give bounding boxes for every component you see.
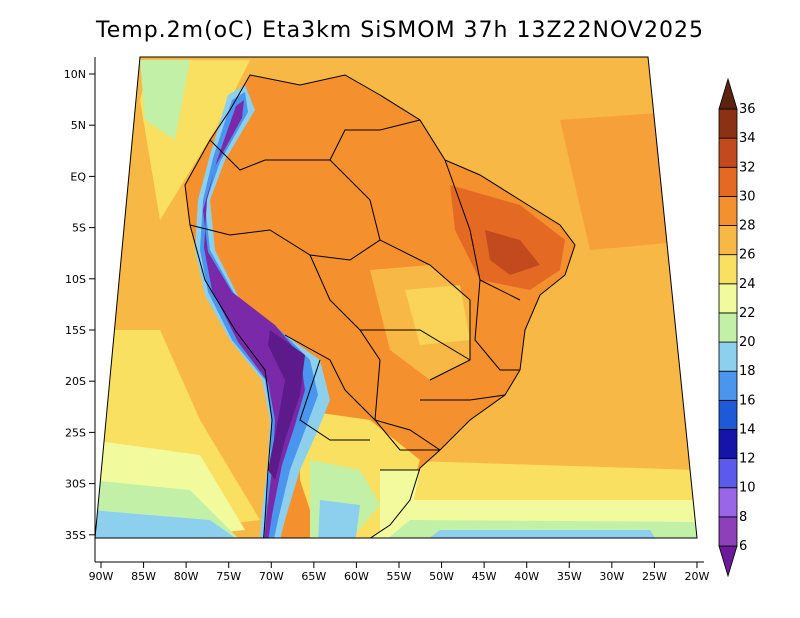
lon-tick-label: 20W xyxy=(685,570,710,583)
latitude-axis: 10N 5N EQ 5S 10S 15S 20S 25S 30S 35S xyxy=(64,68,95,542)
colorbar-label: 6 xyxy=(739,539,747,554)
lat-tick-label: 25S xyxy=(65,426,86,439)
colorbar-block xyxy=(718,312,738,343)
colorbar-block xyxy=(718,370,738,401)
lon-tick-label: 35W xyxy=(557,570,582,583)
lon-tick-label: 60W xyxy=(344,570,369,583)
colorbar-block xyxy=(718,283,738,314)
colorbar-label: 8 xyxy=(739,510,747,525)
colorbar-label: 24 xyxy=(739,277,756,292)
colorbar-label: 16 xyxy=(739,393,756,408)
lon-tick-label: 65W xyxy=(301,570,326,583)
longitude-axis: 90W 85W 80W 75W 70W 65W 60W 55W 50W 45W 40W 35W 30W 2… xyxy=(89,562,710,583)
political-boundaries xyxy=(184,74,576,538)
lon-tick-label: 55W xyxy=(387,570,412,583)
colorbar-block xyxy=(718,166,738,197)
colorbar-label: 22 xyxy=(739,306,756,321)
lat-tick-label: 15S xyxy=(65,324,86,337)
colorbar-min-triangle xyxy=(718,545,738,578)
colorbar-block xyxy=(718,458,738,489)
lat-tick-label: 20S xyxy=(65,375,86,388)
colorbar: 6 8 10 12 14 16 18 20 22 24 26 28 30 32 34 36 xyxy=(718,77,756,578)
lat-tick-label: 5N xyxy=(71,119,86,132)
lat-tick-label: 30S xyxy=(65,478,86,491)
lon-tick-label: 45W xyxy=(472,570,497,583)
colorbar-max-triangle xyxy=(718,77,738,110)
colorbar-block xyxy=(718,399,738,430)
colorbar-block xyxy=(718,195,738,226)
colorbar-block xyxy=(718,108,738,139)
colorbar-block xyxy=(718,341,738,372)
lon-tick-label: 70W xyxy=(259,570,284,583)
lon-tick-label: 30W xyxy=(599,570,624,583)
lon-tick-label: 90W xyxy=(89,570,114,583)
colorbar-label: 30 xyxy=(739,189,756,204)
temperature-field xyxy=(95,57,697,538)
colorbar-label: 18 xyxy=(739,364,756,379)
lat-tick-label: EQ xyxy=(70,170,86,183)
lon-tick-label: 80W xyxy=(174,570,199,583)
colorbar-block xyxy=(718,516,738,547)
colorbar-label: 32 xyxy=(739,160,756,175)
colorbar-block xyxy=(718,137,738,168)
colorbar-block xyxy=(718,429,738,460)
colorbar-label: 26 xyxy=(739,248,756,263)
axes xyxy=(94,57,704,563)
colorbar-label: 36 xyxy=(739,102,756,117)
map-frame xyxy=(94,56,698,539)
lat-tick-label: 5S xyxy=(72,222,86,235)
colorbar-label: 10 xyxy=(739,481,756,496)
colorbar-block xyxy=(718,225,738,256)
colorbar-label: 14 xyxy=(739,422,756,437)
colorbar-block xyxy=(718,254,738,285)
lat-tick-label: 10N xyxy=(64,68,86,81)
lon-tick-label: 40W xyxy=(514,570,539,583)
lat-tick-label: 10S xyxy=(65,273,86,286)
colorbar-label: 20 xyxy=(739,335,756,350)
colorbar-label: 34 xyxy=(739,131,756,146)
colorbar-label: 28 xyxy=(739,219,756,234)
map-title: Temp.2m(oC) Eta3km SiSMOM 37h 13Z22NOV20… xyxy=(96,18,704,43)
lon-tick-label: 85W xyxy=(131,570,156,583)
lon-tick-label: 25W xyxy=(642,570,667,583)
colorbar-label: 12 xyxy=(739,452,756,467)
colorbar-block xyxy=(718,487,738,518)
lon-tick-label: 50W xyxy=(429,570,454,583)
lon-tick-label: 75W xyxy=(216,570,241,583)
lat-tick-label: 35S xyxy=(65,529,86,542)
